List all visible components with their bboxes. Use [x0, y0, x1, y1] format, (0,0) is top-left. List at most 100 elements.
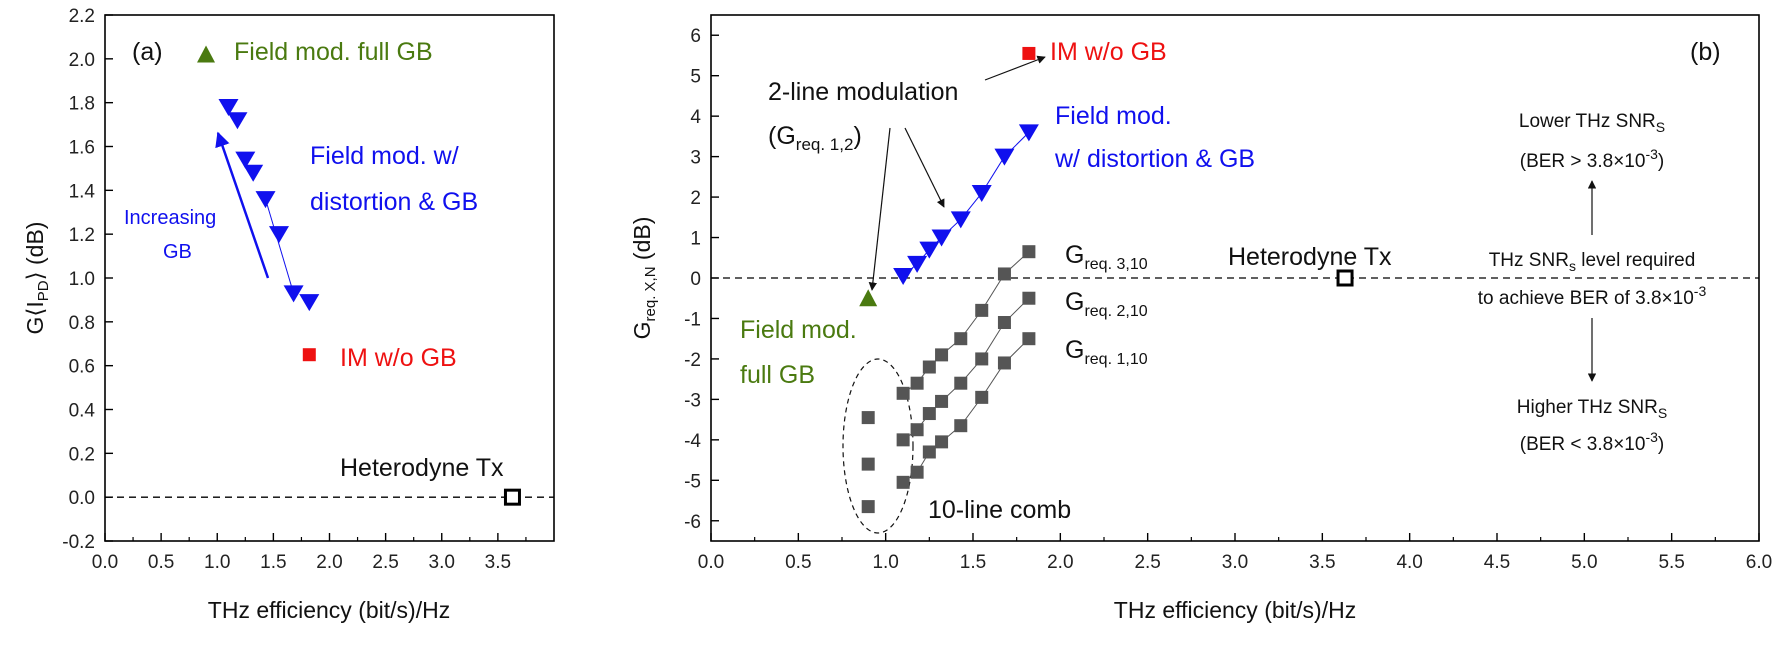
y-tick-label: 0.2: [69, 444, 95, 465]
data-point-square: [910, 465, 924, 479]
x-tick-label: 1.0: [872, 552, 898, 573]
data-point-square: [975, 390, 989, 404]
panel-b-arrow-to-full-gb: [868, 127, 891, 291]
y-tick-label: -4: [684, 431, 701, 452]
panel-b-field-full-label-1: Field mod.: [740, 316, 857, 344]
x-tick-label: 1.0: [204, 552, 230, 573]
data-point-triangle-down: [919, 241, 940, 259]
data-point-square: [1022, 291, 1036, 305]
panel-b-g210-label: Greq. 2,10: [1065, 288, 1148, 320]
panel-b-heterodyne-label: Heterodyne Tx: [1228, 243, 1392, 271]
data-point-triangle-down: [227, 112, 248, 130]
y-tick-label: -0.2: [62, 532, 95, 553]
panel-b-field-dist-label-1: Field mod.: [1055, 102, 1172, 130]
y-tick-label: 0.8: [69, 313, 95, 334]
data-point-square: [997, 356, 1011, 370]
panel-b-required-label-2: to achieve BER of 3.8×10-3: [1478, 283, 1707, 309]
panel-a-distortion-label-2: distortion & GB: [310, 188, 478, 216]
x-tick-label: 3.0: [1222, 552, 1248, 573]
data-point-triangle-down: [283, 285, 304, 303]
data-point-triangle-down: [971, 185, 992, 203]
data-point-square: [896, 433, 910, 447]
y-tick-label: 2.0: [69, 50, 95, 71]
panel-b-lower-ber-label: (BER > 3.8×10-3): [1520, 146, 1664, 172]
data-point-square: [922, 407, 936, 421]
x-tick-label: 0.5: [148, 552, 174, 573]
panel-b-im-label: IM w/o GB: [1050, 38, 1167, 66]
data-point-triangle-down: [299, 294, 320, 312]
panel-b-field-dist-label-2: w/ distortion & GB: [1054, 145, 1255, 173]
panel-b-y-ticks: -6 -5 -4 -3 -2 -1 0 1 2 3 4 5 6: [684, 26, 719, 533]
data-point-triangle-down: [218, 99, 239, 117]
panel-b-required-label-1: THz SNRs level required: [1489, 250, 1696, 274]
panel-b-higher-ber-label: (BER < 3.8×10-3): [1520, 429, 1664, 455]
x-tick-label: 0.0: [92, 552, 118, 573]
data-point-triangle-up: [197, 45, 216, 63]
x-tick-label: 1.5: [960, 552, 986, 573]
panel-b-field-full-label-2: full GB: [740, 361, 815, 389]
data-point-triangle-down: [243, 164, 264, 182]
data-point-square: [935, 394, 949, 408]
y-tick-label: 0.0: [69, 488, 95, 509]
y-tick-label: 2: [690, 188, 701, 209]
data-point-triangle-down: [235, 151, 256, 169]
y-tick-label: 2.2: [69, 6, 95, 27]
panel-b-x-ticks: 0.0 0.5 1.0 1.5 2.0 2.5 3.0 3.5 4.0 4.5 5.0 5.5 6.0: [698, 533, 1772, 573]
panel-b-g310-label: Greq. 3,10: [1065, 241, 1148, 273]
y-tick-label: 0.4: [69, 401, 96, 422]
panel-b-arrow-to-im: [984, 55, 1046, 81]
panel-b-two-line-g-label: (Greq. 1,2): [768, 122, 862, 154]
panel-b-g110-label: Greq. 1,10: [1065, 336, 1148, 368]
x-tick-label: 4.5: [1484, 552, 1510, 573]
data-point-square: [975, 303, 989, 317]
y-tick-label: -5: [684, 471, 701, 492]
panel-a-label: (a): [132, 38, 163, 66]
y-tick-label: -2: [684, 350, 701, 371]
y-tick-label: 6: [690, 26, 701, 47]
data-point-square: [997, 267, 1011, 281]
panel-a-marks: [197, 45, 521, 506]
panel-a-full-gb-label: Field mod. full GB: [234, 38, 433, 66]
data-point-triangle-down: [268, 226, 289, 244]
panel-a-y-ticks: -0.2 0.0 0.2 0.4 0.6 0.8 1.0 1.2 1.4 1.6 1.8 2.0 2.2: [62, 6, 113, 553]
y-tick-label: -3: [684, 390, 701, 411]
x-tick-label: 2.0: [1047, 552, 1073, 573]
y-tick-label: -6: [684, 512, 701, 533]
panel-a-increasing-label-1: Increasing: [124, 207, 216, 229]
data-point-triangle-down: [931, 229, 952, 247]
data-point-square: [954, 332, 968, 346]
panel-a: 0.0 0.5 1.0 1.5 2.0 2.5 3.0 3.5 -0.20.00.20.40.…: [22, 6, 555, 623]
panel-b-two-line-label: 2-line modulation: [768, 78, 958, 106]
panel-a-increasing-label-2: GB: [163, 241, 192, 263]
x-tick-label: 2.0: [316, 552, 342, 573]
data-point-square: [975, 352, 989, 366]
data-point-square: [861, 500, 875, 514]
data-point-square: [922, 445, 936, 459]
data-point-open-square: [1336, 269, 1354, 287]
data-point-triangle-down: [950, 211, 971, 229]
x-tick-label: 5.0: [1571, 552, 1597, 573]
panel-a-x-axis-label: THz efficiency (bit/s)/Hz: [208, 597, 450, 623]
data-point-square: [954, 419, 968, 433]
data-point-square: [910, 376, 924, 390]
x-tick-label: 5.5: [1658, 552, 1684, 573]
data-point-open-square: [503, 488, 521, 506]
data-point-square: [935, 348, 949, 362]
data-point-square: [997, 316, 1011, 330]
panel-b-lower-snr-label: Lower THz SNRS: [1519, 111, 1665, 135]
x-tick-label: 3.5: [1309, 552, 1335, 573]
y-tick-label: 1.4: [69, 181, 96, 202]
x-tick-label: 2.5: [1134, 552, 1160, 573]
panel-b-x-axis-label: THz efficiency (bit/s)/Hz: [1114, 597, 1356, 623]
panel-a-im-label: IM w/o GB: [340, 344, 457, 372]
panel-b-marks: [859, 46, 1354, 514]
data-point-square: [1022, 245, 1036, 259]
data-point-square: [302, 348, 316, 362]
y-tick-label: 5: [690, 67, 701, 88]
data-point-square: [861, 411, 875, 425]
y-tick-label: 4: [690, 107, 701, 128]
data-point-square: [910, 423, 924, 437]
x-tick-label: 3.0: [429, 552, 455, 573]
data-point-triangle-up: [859, 289, 878, 307]
data-point-square: [935, 435, 949, 449]
